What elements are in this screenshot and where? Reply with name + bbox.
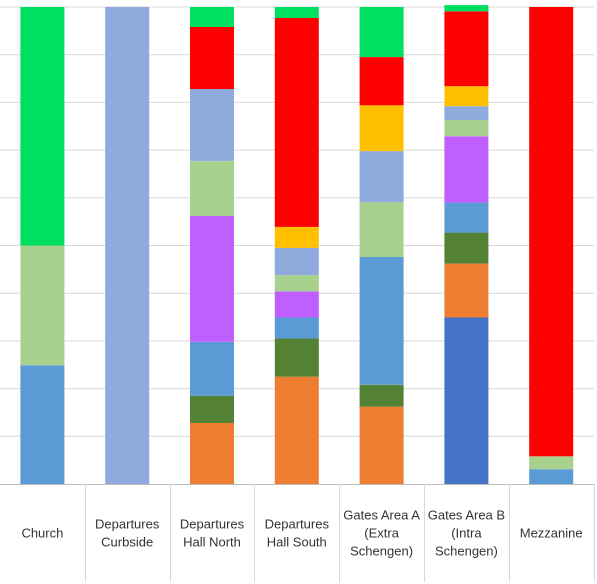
bar-segment [359, 384, 404, 407]
bar-segment [190, 89, 234, 161]
bar-segment [359, 7, 404, 58]
bar-segment [190, 215, 234, 342]
bar-segment [359, 202, 404, 257]
category-tick-label: Church [21, 526, 63, 541]
bar-segment [444, 317, 489, 484]
bar-segment [190, 422, 234, 484]
bar-segment [274, 317, 319, 339]
bar-segment [274, 7, 319, 18]
bar-segment [274, 338, 319, 377]
category-tick-label: Mezzanine [520, 526, 583, 541]
category-labels: Church Departures Curbside Departures Hall N… [21, 508, 582, 559]
category-tick-label: Gates Area B (Intra Schengen) [428, 508, 505, 559]
bar-segment [444, 120, 489, 137]
bar-segment [444, 106, 489, 120]
bar-segment [529, 456, 574, 470]
bar-segment [359, 151, 404, 203]
bar-segment [190, 161, 234, 216]
bar-segment [274, 226, 319, 248]
bar-stacks [20, 5, 574, 484]
bar-segment [274, 18, 319, 227]
bar-segment [20, 245, 65, 366]
bar-segment [20, 365, 65, 484]
bar-segment [274, 275, 319, 292]
bar-segment [359, 57, 404, 106]
bar-segment [444, 11, 489, 87]
bar-segment [444, 136, 489, 203]
bar-segment [190, 395, 234, 423]
bar-segment [274, 247, 319, 276]
category-tick-label: Departures Curbside [95, 517, 160, 550]
bar-segment [444, 5, 489, 12]
bar-segment [190, 341, 234, 396]
bar-segment [444, 202, 489, 233]
bar-segment [359, 406, 404, 484]
bar-segment [274, 376, 319, 484]
category-tick-label: Departures Hall North [180, 517, 245, 550]
bar-segment [105, 7, 150, 484]
category-axis [0, 484, 595, 582]
bar-segment [190, 27, 234, 89]
category-tick-label: Departures Hall South [265, 517, 330, 550]
bar-segment [359, 105, 404, 152]
bar-segment [190, 7, 234, 27]
bar-segment [444, 86, 489, 107]
bar-segment [529, 469, 574, 484]
category-tick-label: Gates Area A (Extra Schengen) [343, 508, 420, 559]
bar-segment [444, 263, 489, 318]
bar-segment [20, 7, 65, 246]
bar-segment [359, 256, 404, 385]
bar-segment [274, 291, 319, 318]
bar-segment [444, 232, 489, 264]
bar-segment [529, 7, 574, 457]
